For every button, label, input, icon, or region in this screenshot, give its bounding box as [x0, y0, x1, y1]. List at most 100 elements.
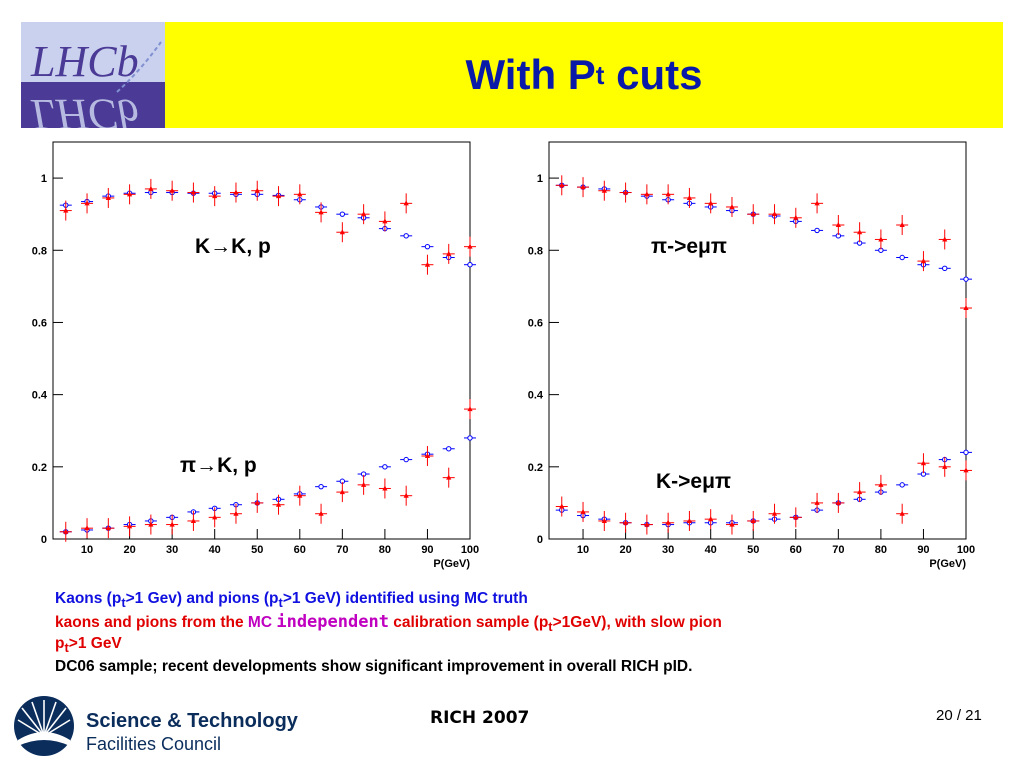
- caption-independent: independent: [276, 612, 389, 632]
- data-point: [899, 482, 905, 488]
- chart-annotation: π->eμπ: [651, 235, 727, 258]
- caption-line-4: DC06 sample; recent developments show si…: [55, 658, 693, 675]
- data-point: [467, 406, 473, 412]
- x-tick-label: 40: [209, 544, 221, 556]
- data-point: [559, 182, 565, 188]
- x-tick-label: 10: [81, 544, 93, 556]
- data-point: [942, 265, 948, 272]
- x-tick-label: 30: [662, 544, 674, 556]
- data-point: [275, 501, 282, 507]
- data-point: [318, 510, 324, 516]
- org-name-line-1: Science & Technology: [86, 710, 298, 732]
- caption-text: calibration sample (p: [388, 614, 549, 631]
- y-tick-label: 0.6: [32, 317, 47, 329]
- data-point: [580, 508, 586, 514]
- data-point: [878, 236, 884, 242]
- x-tick-label: 60: [790, 544, 802, 556]
- data-point: [254, 187, 260, 193]
- data-point: [899, 510, 905, 516]
- data-point: [963, 276, 969, 282]
- data-point: [644, 521, 650, 527]
- data-point: [793, 214, 799, 220]
- data-point: [771, 510, 778, 516]
- data-point: [318, 483, 324, 490]
- x-tick-label: 80: [875, 544, 887, 556]
- caption-text: >1GeV), with slow pion: [552, 614, 722, 631]
- data-point: [446, 446, 452, 452]
- data-point: [942, 236, 948, 242]
- data-point: [622, 189, 629, 195]
- title-main: With P: [465, 51, 596, 98]
- caption-text: kaons and pions from the: [55, 614, 248, 631]
- data-point: [339, 489, 345, 495]
- data-point: [403, 200, 409, 206]
- data-point: [750, 517, 756, 523]
- y-tick-label: 0.4: [32, 390, 48, 402]
- caption-text: >1 GeV: [68, 635, 122, 652]
- data-point: [126, 523, 133, 529]
- data-point: [382, 485, 388, 491]
- data-point: [878, 481, 884, 487]
- data-point: [339, 229, 345, 235]
- data-point: [254, 499, 260, 505]
- title-tail: cuts: [604, 51, 703, 98]
- x-tick-label: 100: [461, 544, 479, 556]
- data-point: [899, 222, 905, 228]
- y-tick-label: 0: [41, 534, 47, 546]
- chart-lepton-misid: 0 0.2 0.4 0.6 0.8 1 10 20 30 40 50 60 70 80 90 100 P(GeV…: [528, 141, 975, 570]
- data-point: [963, 305, 969, 311]
- y-tick-label: 0.2: [528, 462, 543, 474]
- chart-annotation: K->eμπ: [656, 470, 731, 493]
- data-point: [708, 516, 714, 522]
- data-point: [601, 517, 607, 523]
- data-point: [339, 211, 346, 217]
- data-point: [814, 499, 820, 505]
- logo-text: LHCb: [30, 37, 139, 86]
- x-tick-label: 20: [123, 544, 135, 556]
- data-point: [814, 227, 820, 234]
- data-point: [467, 435, 473, 441]
- y-tick-label: 0.8: [32, 245, 47, 257]
- caption-text: Kaons (p: [55, 590, 122, 607]
- data-point: [63, 528, 69, 534]
- data-point: [190, 189, 197, 195]
- data-point: [169, 521, 175, 527]
- plot-frame: [548, 141, 967, 540]
- data-point: [446, 250, 452, 256]
- data-point: [275, 193, 282, 199]
- y-tick-label: 0.4: [528, 390, 544, 402]
- data-point: [665, 519, 671, 525]
- data-point: [729, 521, 735, 527]
- data-point: [814, 200, 820, 206]
- data-point: [622, 519, 629, 525]
- caption-sub: t: [548, 619, 553, 635]
- data-point: [297, 492, 303, 498]
- x-tick-label: 10: [577, 544, 589, 556]
- stfc-logo: [14, 696, 74, 756]
- x-tick-label: 50: [251, 544, 263, 556]
- data-point: [84, 200, 90, 206]
- data-point: [318, 209, 324, 215]
- data-point: [467, 243, 473, 249]
- data-point: [750, 211, 756, 217]
- chart-annotation: π→K, p: [180, 454, 257, 477]
- y-tick-label: 1: [41, 173, 47, 185]
- data-point: [63, 207, 69, 213]
- y-tick-label: 0.2: [32, 462, 47, 474]
- data-point: [424, 261, 431, 267]
- data-point: [126, 191, 133, 197]
- data-point: [84, 525, 90, 531]
- x-tick-label: 60: [294, 544, 306, 556]
- title-banner: [21, 22, 1003, 128]
- plot-frame: [52, 141, 471, 540]
- chart-kaon-pion-misid: 0 0.2 0.4 0.6 0.8 1 10 20 30 40 50 60 70 80 90 100 P(GeV…: [32, 141, 479, 570]
- data-point: [169, 187, 175, 193]
- x-tick-label: 50: [747, 544, 759, 556]
- data-point: [708, 200, 714, 206]
- caption-text: >1 GeV) identified using MC truth: [282, 590, 528, 607]
- data-point: [686, 194, 693, 200]
- x-axis-label: P(GeV): [433, 558, 470, 570]
- data-point: [963, 449, 969, 456]
- x-tick-label: 90: [421, 544, 433, 556]
